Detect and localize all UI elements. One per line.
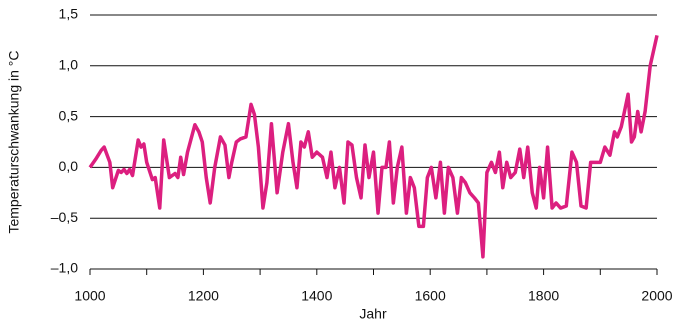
x-tick-label: 1800	[528, 288, 559, 304]
x-tick-label: 2000	[641, 288, 672, 304]
y-tick-label: 1,0	[59, 57, 79, 73]
y-tick-label: –1,0	[51, 260, 78, 276]
y-tick-label: 0,0	[59, 158, 79, 174]
x-axis-label: Jahr	[359, 306, 387, 322]
x-tick-label: 1600	[415, 288, 446, 304]
x-tick-label: 1400	[301, 288, 332, 304]
data-line	[88, 34, 659, 259]
y-axis-label: Temperaturschwankung in °C	[6, 50, 22, 233]
y-tick-label: 1,5	[59, 6, 79, 22]
y-tick-label: –0,5	[51, 209, 78, 225]
x-tick-label: 1000	[74, 288, 105, 304]
x-tick-label: 1200	[188, 288, 219, 304]
y-tick-label: 0,5	[59, 107, 79, 123]
